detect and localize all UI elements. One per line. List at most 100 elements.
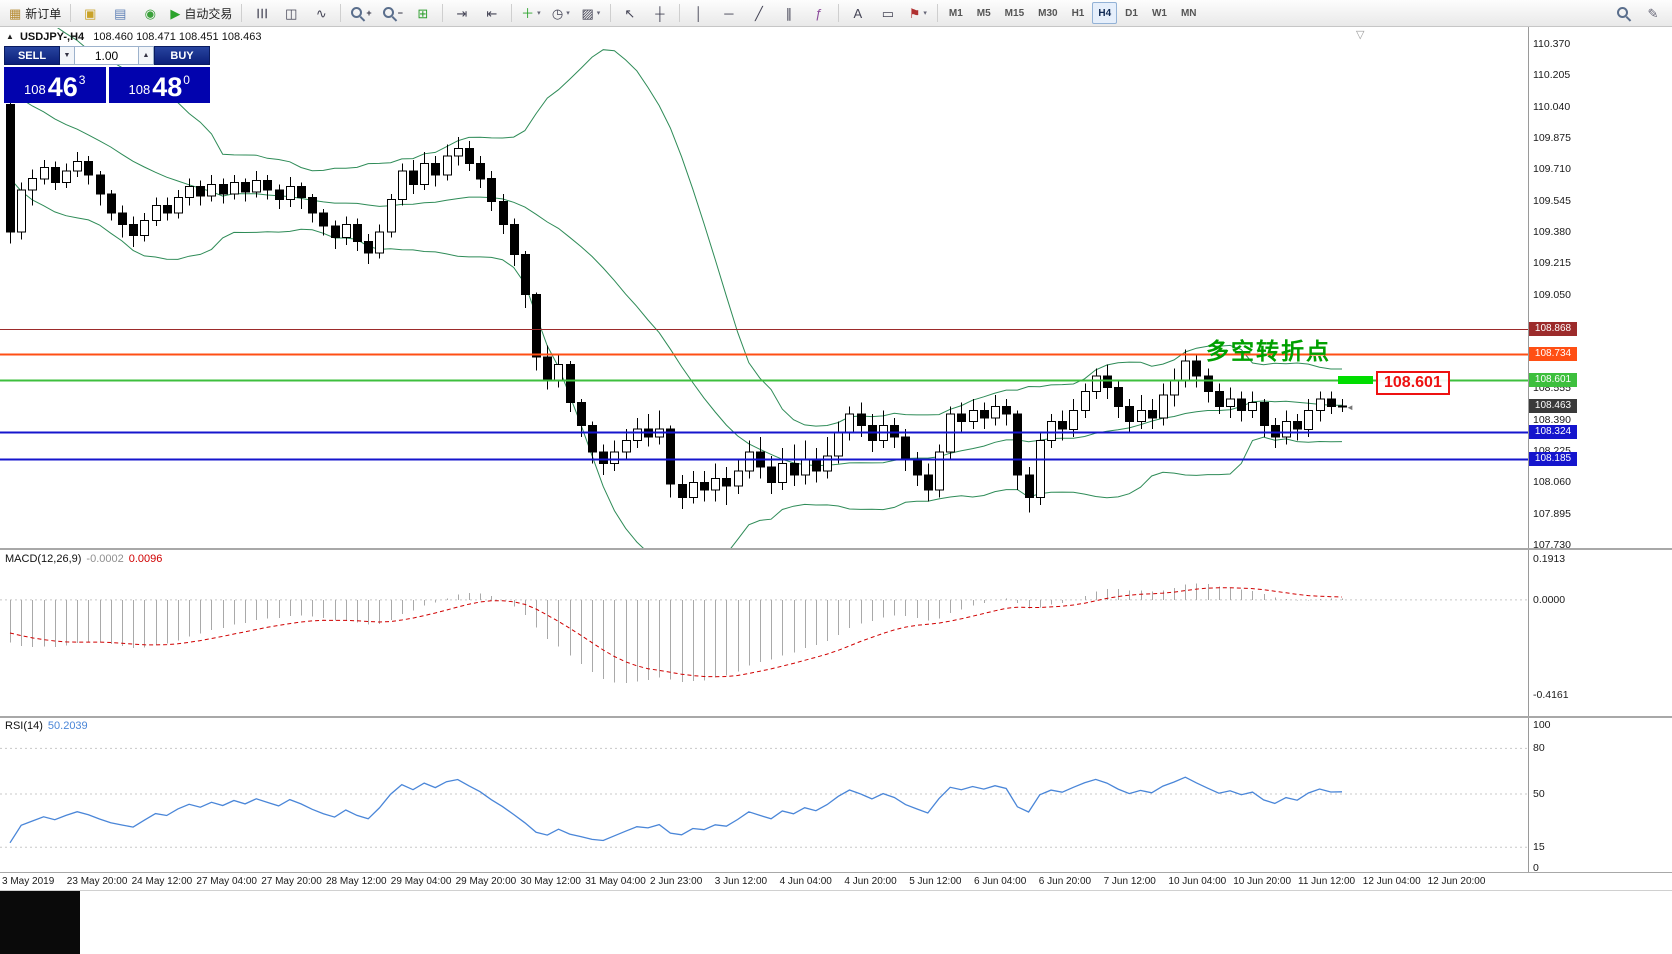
profiles-button[interactable]: ▤ — [106, 1, 134, 25]
toolbar: ▦ 新订单 ▣ ▤ ◉ ▶ 自动交易 ☰ ◫ ∿ + − ⊞ ⇥ ⇤ ＋ ▾ ◷ ▾ ▨ ▾ ↖ ┼ │ ─ ╱ ∥ ƒ A ▭ ⚑ ▾ M1 M… — [0, 0, 1672, 27]
crosshair-button[interactable]: ┼ — [646, 1, 674, 25]
timeframe-h1-button[interactable]: H1 — [1071, 7, 1085, 19]
zoom-in-button[interactable]: + — [346, 1, 375, 25]
text-icon: A — [853, 5, 863, 21]
panel-divider-macd-rsi[interactable] — [0, 716, 1672, 718]
buy-price-int: 108 — [128, 82, 151, 97]
auto-trading-button-label: 自动交易 — [184, 6, 233, 21]
volume-field[interactable]: 1.00 — [75, 46, 139, 65]
bottom-left-dark-region — [0, 891, 80, 954]
auto-scroll-icon: ⇥ — [456, 5, 468, 21]
tile-windows-button[interactable]: ⊞ — [409, 1, 437, 25]
text-label-icon: ▭ — [881, 5, 894, 21]
buy-price-pip: 0 — [183, 73, 190, 87]
volume-dropdown-icon[interactable]: ▼ — [60, 46, 75, 65]
chart-shift-icon: ⇤ — [486, 5, 498, 21]
text-label-button[interactable]: ▭ — [874, 1, 902, 25]
rsi-label: RSI(14) 50.2039 — [5, 720, 88, 732]
symbol-ohlc: 108.460 108.471 108.451 108.463 — [93, 31, 262, 43]
new-order-button[interactable]: ▦ 新订单 — [5, 1, 65, 25]
trendline-button[interactable]: ╱ — [745, 1, 773, 25]
zoom-out-icon — [382, 6, 397, 21]
timeframe-m30-button[interactable]: M30 — [1038, 7, 1058, 19]
fibonacci-icon: ƒ — [815, 5, 823, 21]
macd-value-signal: 0.0096 — [128, 553, 163, 565]
chart-shift-button[interactable]: ⇤ — [478, 1, 506, 25]
chart-window-icon: ▣ — [84, 5, 97, 21]
toolbar-separator — [678, 4, 680, 22]
annotation-price-marker[interactable] — [1338, 376, 1373, 384]
profiles-icon: ▤ — [114, 5, 127, 21]
toolbar-separator — [936, 4, 938, 22]
buy-button[interactable]: BUY — [154, 46, 210, 65]
panel-divider-main-macd[interactable] — [0, 548, 1672, 550]
toolbar-right-group: ✎ — [1608, 1, 1668, 25]
cursor-icon: ↖ — [624, 5, 636, 21]
tile-windows-icon: ⊞ — [417, 5, 429, 21]
auto-trading-button[interactable]: ▶ 自动交易 — [166, 1, 236, 25]
one-click-prices: 108 46 3 108 48 0 — [4, 67, 210, 103]
equidistant-channel-button[interactable]: ∥ — [775, 1, 803, 25]
edit-button[interactable]: ✎ — [1639, 1, 1667, 25]
bar-chart-button[interactable]: ☰ — [247, 1, 275, 25]
timeframe-mn-button[interactable]: MN — [1180, 7, 1197, 19]
timeframe-m1-button[interactable]: M1 — [948, 7, 963, 19]
zoom-sign-icon: − — [397, 8, 403, 18]
periods-button[interactable]: ◷ ▾ — [547, 1, 575, 25]
arrows-button[interactable]: ⚑ ▾ — [904, 1, 932, 25]
line-chart-icon: ∿ — [315, 5, 327, 21]
trendline-icon: ╱ — [754, 5, 763, 21]
macd-name: MACD(12,26,9) — [5, 553, 82, 565]
crosshair-icon: ┼ — [655, 5, 665, 21]
line-chart-button[interactable]: ∿ — [307, 1, 335, 25]
candlestick-chart-icon: ◫ — [285, 5, 298, 21]
timeframe-m15-button[interactable]: M15 — [1004, 7, 1025, 19]
rsi-line — [9, 776, 1343, 844]
horizontal-line-button[interactable]: ─ — [715, 1, 743, 25]
cursor-button[interactable]: ↖ — [616, 1, 644, 25]
rsi-name: RSI(14) — [5, 720, 43, 732]
dropdown-caret-icon: ▾ — [537, 10, 541, 17]
text-button[interactable]: A — [844, 1, 872, 25]
annotation-text[interactable]: 多空转折点 — [1206, 338, 1331, 364]
sell-button[interactable]: SELL — [4, 46, 60, 65]
annotation-price-box[interactable]: 108.601 — [1376, 371, 1450, 395]
market-watch-button[interactable]: ◉ — [136, 1, 164, 25]
timeframe-m5-button[interactable]: M5 — [976, 7, 991, 19]
one-click-trading-widget: SELL ▼ 1.00 ▲ BUY 108 46 3 108 48 0 — [4, 46, 210, 103]
search-button[interactable] — [1609, 1, 1637, 25]
volume-spin-up-icon[interactable]: ▲ — [139, 46, 154, 65]
new-order-button-label: 新订单 — [25, 6, 62, 21]
symbol-marker-icon[interactable]: ▲ — [6, 32, 14, 41]
scroll-to-end-icon[interactable]: ▽ — [1356, 29, 1365, 41]
toolbar-separator — [609, 4, 611, 22]
templates-button[interactable]: ▨ ▾ — [577, 1, 605, 25]
vertical-line-button[interactable]: │ — [685, 1, 713, 25]
auto-scroll-button[interactable]: ⇥ — [448, 1, 476, 25]
sell-price-pip: 3 — [78, 73, 86, 87]
indicators-button[interactable]: ＋ ▾ — [517, 1, 545, 25]
sell-price-display[interactable]: 108 46 3 — [4, 67, 106, 103]
timeframe-h4-button[interactable]: H4 — [1092, 2, 1118, 24]
buy-price-display[interactable]: 108 48 0 — [108, 67, 210, 103]
fibonacci-button[interactable]: ƒ — [805, 1, 833, 25]
one-click-controls: SELL ▼ 1.00 ▲ BUY — [4, 46, 210, 65]
toolbar-separator — [837, 4, 839, 22]
zoom-out-button[interactable]: − — [378, 1, 407, 25]
sell-price-frac: 46 — [47, 72, 78, 102]
toolbar-separator — [441, 4, 443, 22]
arrows-icon: ⚑ — [908, 5, 921, 21]
macd-label: MACD(12,26,9) -0.0002 0.0096 — [5, 553, 162, 565]
candlestick-chart-button[interactable]: ◫ — [277, 1, 305, 25]
chart-window-button[interactable]: ▣ — [76, 1, 104, 25]
last-price-arrow-icon: ◄ — [1346, 403, 1354, 412]
toolbar-separator — [70, 4, 72, 22]
timeframe-d1-button[interactable]: D1 — [1125, 7, 1138, 19]
horizontal-lines[interactable] — [0, 329, 1528, 461]
templates-icon: ▨ — [581, 5, 594, 21]
market-watch-icon: ◉ — [144, 5, 156, 21]
timeframe-w1-button[interactable]: W1 — [1151, 7, 1167, 19]
macd-histogram — [9, 583, 1344, 684]
